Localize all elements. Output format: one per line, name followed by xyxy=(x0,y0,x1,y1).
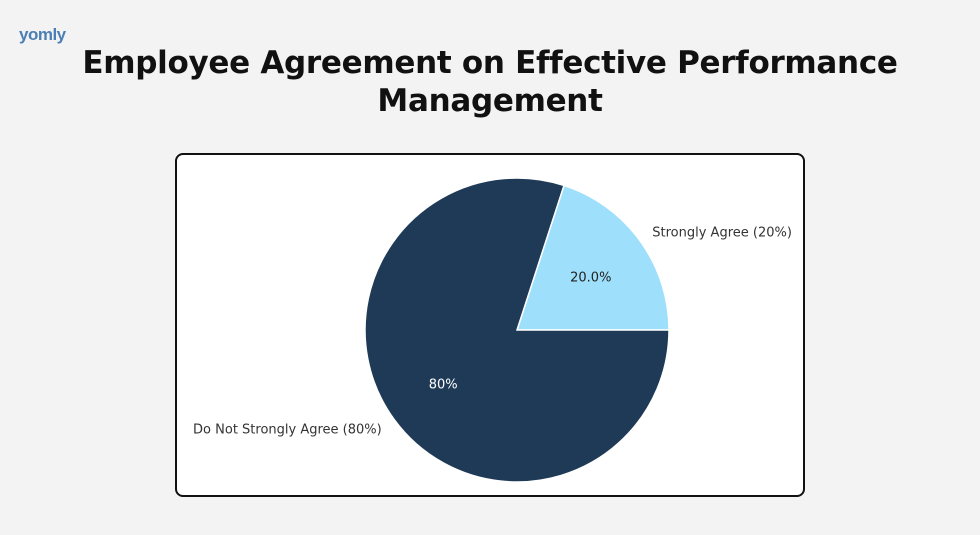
pie-slice-1 xyxy=(515,184,670,331)
chart-card: 20.0% Strongly Agree (20%) 80% Do Not Stron… xyxy=(175,153,805,497)
yomly-logo: yomly xyxy=(19,25,66,44)
chart-title: Employee Agreement on Effective Performa… xyxy=(82,45,898,119)
pie-slice-2 xyxy=(364,177,670,483)
pie-chart: 20.0% Strongly Agree (20%) 80% Do Not Stron… xyxy=(193,177,792,483)
pie-slice-1-percent-label: 20.0% xyxy=(570,270,611,285)
pie-slice-1-label: Strongly Agree (20%) xyxy=(652,226,792,241)
pie-slice-2-percent-label: 80% xyxy=(429,378,458,393)
pie-slice-2-label: Do Not Strongly Agree (80%) xyxy=(193,422,382,437)
